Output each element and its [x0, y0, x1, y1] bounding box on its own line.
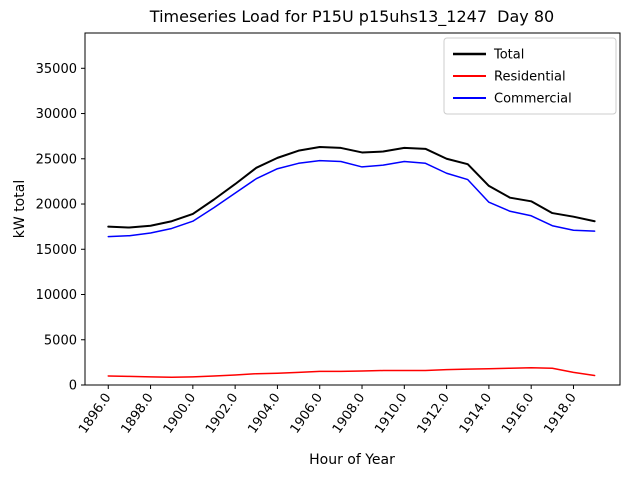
series-commercial-line — [107, 159, 596, 238]
x-tick-label: 1916.0 — [499, 391, 537, 437]
y-tick-label: 20000 — [36, 198, 77, 213]
series-residential-line — [107, 367, 596, 379]
x-tick-label: 1902.0 — [203, 391, 241, 437]
legend-label-total: Total — [493, 48, 524, 63]
x-tick-label: 1896.0 — [76, 391, 114, 437]
x-tick-label: 1918.0 — [541, 391, 579, 437]
series-total-line — [107, 146, 596, 229]
x-tick-label: 1900.0 — [161, 391, 199, 437]
y-tick-label: 15000 — [36, 243, 77, 258]
x-tick-label: 1906.0 — [288, 391, 326, 437]
chart-title: Timeseries Load for P15U p15uhs13_1247 D… — [149, 7, 554, 27]
legend-frame — [443, 37, 617, 115]
y-tick-label: 35000 — [36, 62, 77, 77]
legend-label-residential: Residential — [494, 70, 566, 85]
y-axis-label: kW total — [12, 180, 28, 238]
x-tick-label: 1912.0 — [414, 391, 452, 437]
legend: Total Residential Commercial — [443, 37, 617, 115]
plot-area: 1896.0 1898.0 1900.0 1902.0 1904.0 1906.0 1908… — [36, 32, 621, 437]
legend-label-commercial: Commercial — [494, 92, 572, 107]
x-tick-label: 1904.0 — [245, 391, 283, 437]
x-tick-label: 1914.0 — [457, 391, 495, 437]
x-tick-label: 1898.0 — [118, 391, 156, 437]
y-tick-label: 0 — [69, 379, 77, 394]
y-tick-label: 25000 — [36, 152, 77, 167]
x-axis-label: Hour of Year — [309, 452, 395, 468]
x-tick-label: 1910.0 — [372, 391, 410, 437]
y-tick-label: 30000 — [36, 107, 77, 122]
x-tick-label: 1908.0 — [330, 391, 368, 437]
y-tick-label: 10000 — [36, 288, 77, 303]
y-tick-label: 5000 — [44, 333, 77, 348]
